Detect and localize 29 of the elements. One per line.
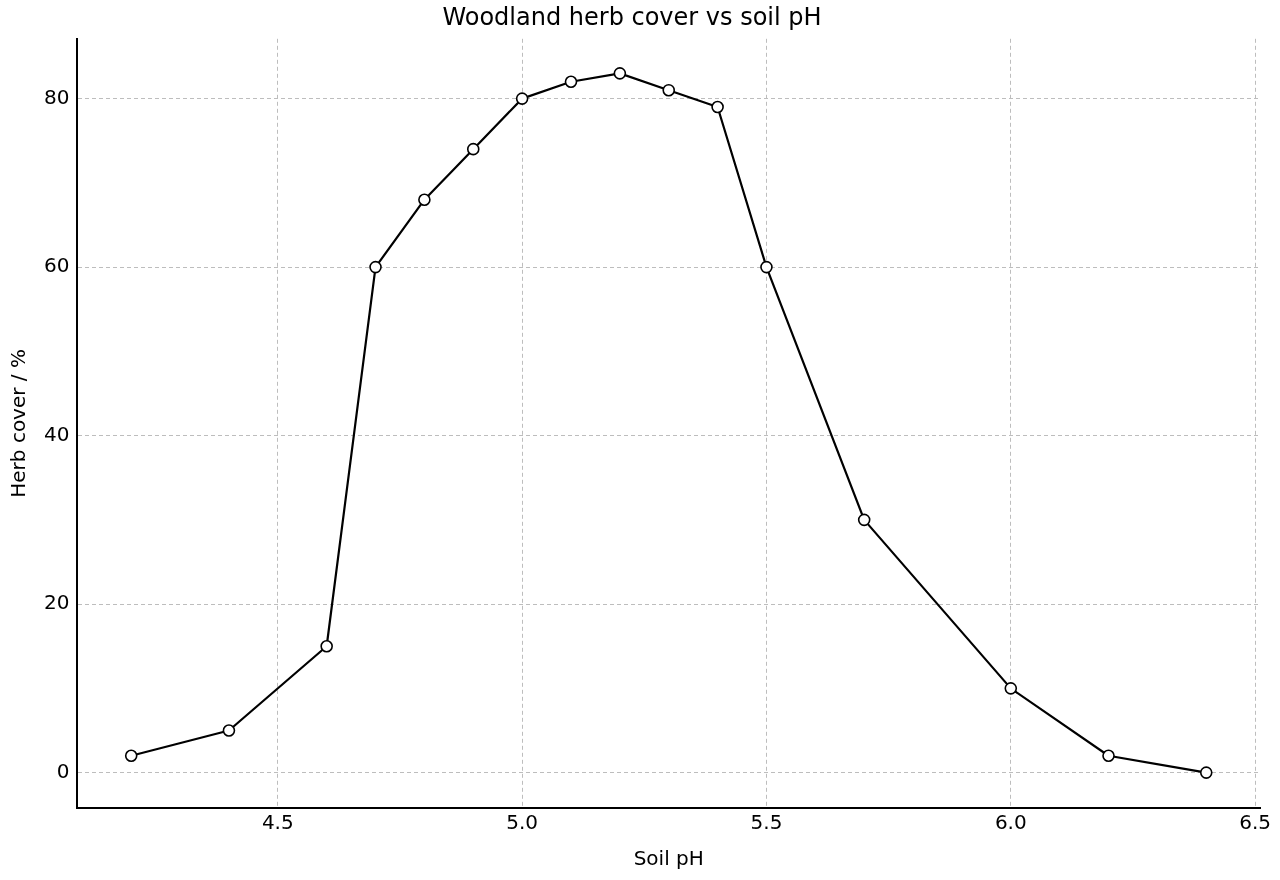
point [711, 100, 724, 114]
x-axis-title: Soil pH [633, 846, 704, 871]
chart-title: Woodland herb cover vs soil pH [442, 2, 822, 31]
y-tick-label: 0 [56, 758, 70, 783]
point [320, 639, 333, 653]
point [466, 142, 480, 156]
point [222, 724, 236, 737]
point [515, 92, 529, 105]
y-axis-title: Herb cover / % [6, 349, 31, 498]
x-tick-label: 6.0 [994, 810, 1027, 835]
point [564, 75, 578, 89]
point [857, 513, 871, 527]
x-tick-label: 5.5 [750, 810, 783, 835]
x-tick-label: 5.0 [506, 810, 539, 835]
point [418, 193, 431, 207]
point [369, 260, 382, 274]
point [613, 67, 627, 80]
point [1199, 766, 1213, 779]
point [662, 83, 676, 97]
y-tick-label: 80 [44, 84, 70, 109]
y-tick-label: 20 [44, 590, 70, 615]
point [1004, 682, 1018, 695]
x-tick-label: 6.5 [1239, 810, 1272, 835]
y-tick-label: 60 [44, 253, 70, 278]
point [124, 749, 138, 763]
y-tick-label: 40 [44, 421, 70, 446]
x-tick-label: 4.5 [261, 810, 294, 835]
point [1102, 749, 1115, 763]
point [760, 260, 773, 274]
